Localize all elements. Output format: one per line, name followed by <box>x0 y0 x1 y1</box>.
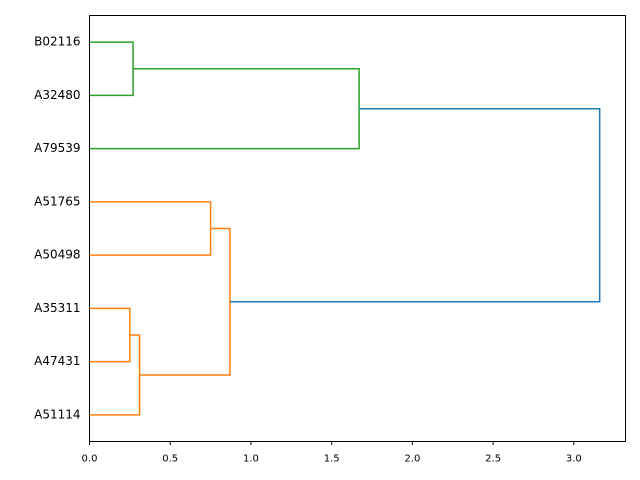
leaf-label: A50498 <box>34 248 80 262</box>
x-tick-label: 0.0 <box>82 454 98 465</box>
x-tick-label: 1.0 <box>243 454 259 465</box>
link <box>89 41 134 97</box>
leaf-label: A35311 <box>34 301 80 315</box>
link <box>89 307 131 363</box>
plot-frame <box>89 15 626 442</box>
x-tick-label: 2.5 <box>485 454 501 465</box>
x-tick-label: 0.5 <box>162 454 178 465</box>
link <box>89 68 360 150</box>
link <box>89 201 212 256</box>
leaf-label: A47431 <box>34 354 80 368</box>
x-tick-label: 1.5 <box>324 454 340 465</box>
leaf-label: A79539 <box>34 141 80 155</box>
leaf-label: A32480 <box>34 88 80 102</box>
leaf-label: A51765 <box>34 194 80 208</box>
x-tick-label: 2.0 <box>404 454 420 465</box>
x-tick-label: 3.0 <box>566 454 582 465</box>
link <box>229 107 601 303</box>
link <box>89 334 141 416</box>
link <box>139 227 231 376</box>
leaf-label: B02116 <box>34 35 80 49</box>
leaf-label: A51114 <box>34 407 80 421</box>
